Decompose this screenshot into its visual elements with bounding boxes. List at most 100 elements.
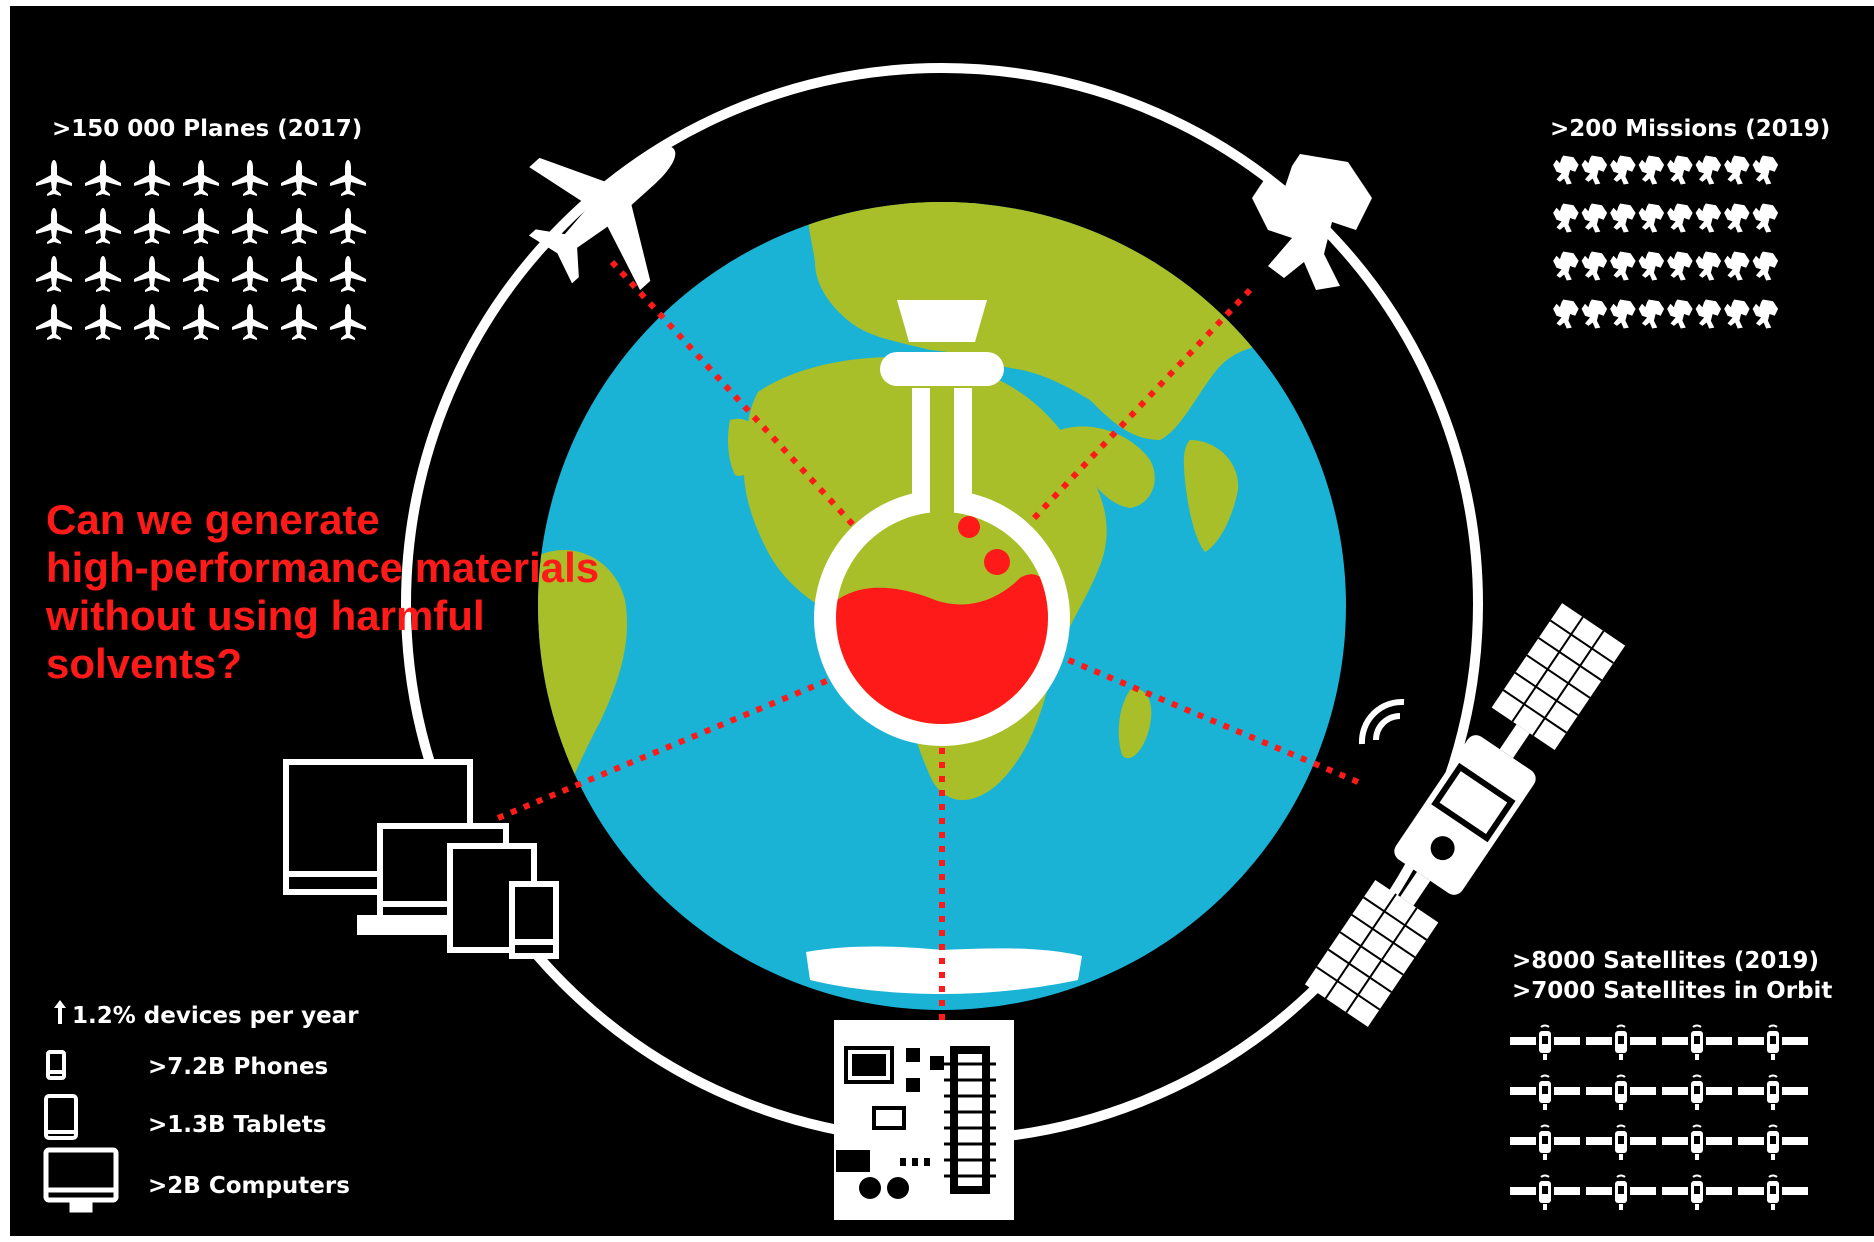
satellite-mini-icon <box>1738 1074 1808 1111</box>
plane-icon <box>183 208 219 244</box>
satellite-mini-icon <box>1738 1024 1808 1061</box>
astronaut-mini-icon <box>1553 155 1579 185</box>
plane-icon <box>183 304 219 340</box>
satellite-mini-icon <box>1662 1124 1732 1161</box>
planes-label: >150 000 Planes (2017) <box>52 116 363 142</box>
astronaut-mini-icon <box>1610 203 1636 233</box>
plane-icon <box>281 208 317 244</box>
plane-icon <box>36 256 72 292</box>
astronaut-mini-icon <box>1724 203 1750 233</box>
satellite-mini-icon <box>1662 1174 1732 1211</box>
astronaut-mini-icon <box>1638 251 1665 281</box>
astronaut-mini-icon <box>1752 251 1779 281</box>
satellite-mini-icon <box>1586 1074 1656 1111</box>
phones-label: >7.2B Phones <box>148 1054 329 1080</box>
satellite-mini-icon <box>1586 1124 1656 1161</box>
satellites-label-2: >7000 Satellites in Orbit <box>1512 978 1833 1004</box>
plane-icon <box>330 256 366 292</box>
astronaut-mini-icon <box>1581 299 1608 329</box>
satellite-mini-icon <box>1510 1174 1580 1211</box>
devices-icon <box>283 759 559 959</box>
astronaut-mini-icon <box>1638 203 1665 233</box>
plane-icon <box>85 160 121 196</box>
plane-icon <box>36 208 72 244</box>
satellite-mini-icon <box>1510 1024 1580 1061</box>
astronaut-mini-icon <box>1610 155 1636 185</box>
satellite-mini-icon <box>1586 1174 1656 1211</box>
astronaut-mini-icon <box>1667 155 1693 185</box>
satellite-mini-icon <box>1586 1024 1656 1061</box>
astronaut-mini-icon <box>1695 251 1722 281</box>
astronaut-mini-icon <box>1667 299 1693 329</box>
satellite-mini-icon <box>1510 1124 1580 1161</box>
satellite-mini-icon <box>1510 1074 1580 1111</box>
missions-grid <box>1553 155 1779 329</box>
astronaut-mini-icon <box>1724 155 1750 185</box>
question-line-4: solvents? <box>46 640 243 687</box>
computer-icon <box>43 1147 119 1213</box>
planes-grid <box>36 160 366 340</box>
plane-icon <box>281 160 317 196</box>
astronaut-mini-icon <box>1638 155 1665 185</box>
satellite-mini-icon <box>1738 1174 1808 1211</box>
research-question: Can we generate high-performance materia… <box>46 496 599 688</box>
plane-icon <box>330 208 366 244</box>
up-arrow-icon <box>54 1000 66 1024</box>
plane-icon <box>281 256 317 292</box>
plane-icon <box>330 304 366 340</box>
astronaut-mini-icon <box>1553 203 1579 233</box>
plane-icon <box>85 304 121 340</box>
connection-lines <box>496 259 1360 1020</box>
astronaut-mini-icon <box>1581 203 1608 233</box>
satellites-label-1: >8000 Satellites (2019) <box>1512 948 1819 974</box>
satellite-mini-icon <box>1662 1074 1732 1111</box>
astronaut-mini-icon <box>1667 251 1693 281</box>
question-line-2: high-performance materials <box>46 544 600 591</box>
plane-icon <box>36 304 72 340</box>
plane-icon <box>232 160 268 196</box>
satellite-icon <box>1304 603 1626 1027</box>
flask-icon <box>814 300 1070 746</box>
astronaut-mini-icon <box>1610 251 1636 281</box>
astronaut-mini-icon <box>1752 299 1779 329</box>
astronaut-mini-icon <box>1695 203 1722 233</box>
missions-label: >200 Missions (2019) <box>1550 116 1831 142</box>
astronaut-mini-icon <box>1553 251 1579 281</box>
astronaut-mini-icon <box>1724 251 1750 281</box>
tablet-icon <box>44 1094 78 1140</box>
astronaut-mini-icon <box>1581 251 1608 281</box>
plane-icon <box>134 256 170 292</box>
astronaut-mini-icon <box>1695 299 1722 329</box>
plane-icon <box>85 208 121 244</box>
astronaut-mini-icon <box>1553 299 1579 329</box>
antarctica <box>806 946 1082 994</box>
astronaut-mini-icon <box>1610 299 1636 329</box>
circuit-board-icon <box>834 1020 1014 1220</box>
signal-waves-icon <box>1358 698 1405 745</box>
airplane-icon <box>495 87 729 321</box>
question-line-3: without using harmful <box>46 592 485 639</box>
astronaut-mini-icon <box>1724 299 1750 329</box>
plane-icon <box>281 304 317 340</box>
plane-icon <box>134 160 170 196</box>
plane-icon <box>232 208 268 244</box>
phone-icon <box>46 1050 66 1080</box>
plane-icon <box>36 160 72 196</box>
astronaut-mini-icon <box>1667 203 1693 233</box>
tablets-label: >1.3B Tablets <box>148 1112 327 1138</box>
question-line-1: Can we generate <box>46 496 380 543</box>
plane-icon <box>183 256 219 292</box>
plane-icon <box>232 256 268 292</box>
astronaut-mini-icon <box>1752 203 1779 233</box>
astronaut-mini-icon <box>1752 155 1779 185</box>
devices-growth-label: 1.2% devices per year <box>72 1003 359 1029</box>
plane-icon <box>134 304 170 340</box>
satellite-mini-icon <box>1738 1124 1808 1161</box>
astronaut-mini-icon <box>1695 155 1722 185</box>
plane-icon <box>330 160 366 196</box>
plane-icon <box>232 304 268 340</box>
plane-icon <box>183 160 219 196</box>
astronaut-mini-icon <box>1638 299 1665 329</box>
